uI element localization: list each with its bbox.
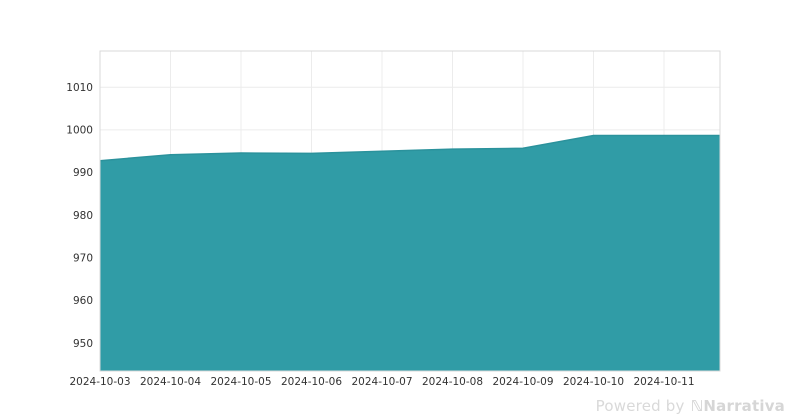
x-axis-labels: 2024-10-03 2024-10-04 2024-10-05 2024-10-06… [69, 376, 694, 388]
x-tick-label: 2024-10-05 [210, 376, 271, 388]
x-tick-label: 2024-10-07 [351, 376, 412, 388]
x-tick-label: 2024-10-09 [492, 376, 553, 388]
x-tick-label: 2024-10-08 [422, 376, 483, 388]
area-fill [100, 135, 720, 371]
x-tick-label: 2024-10-03 [69, 376, 130, 388]
x-tick-label: 2024-10-06 [281, 376, 342, 388]
y-tick-label: 970 [73, 252, 93, 264]
area-line [99, 134, 720, 162]
y-tick-label: 990 [73, 167, 93, 179]
powered-by-text: Powered by [595, 397, 685, 415]
watermark: Powered by ℕNarrativa [596, 397, 785, 415]
narrativa-brand-text: Narrativa [703, 397, 785, 415]
series [99, 134, 720, 371]
y-tick-label: 980 [73, 210, 93, 222]
plot-border [99, 50, 721, 372]
y-tick-label: 1000 [66, 124, 93, 136]
y-tick-label: 950 [73, 338, 93, 350]
x-tick-label: 2024-10-11 [633, 376, 694, 388]
x-tick-label: 2024-10-10 [563, 376, 624, 388]
x-tick-label: 2024-10-04 [140, 376, 201, 388]
y-tick-label: 1010 [66, 82, 93, 94]
y-axis-labels: 950 960 970 980 990 1000 1010 [66, 82, 93, 350]
narrativa-logo-icon: ℕ [690, 397, 704, 415]
y-tick-label: 960 [73, 295, 93, 307]
